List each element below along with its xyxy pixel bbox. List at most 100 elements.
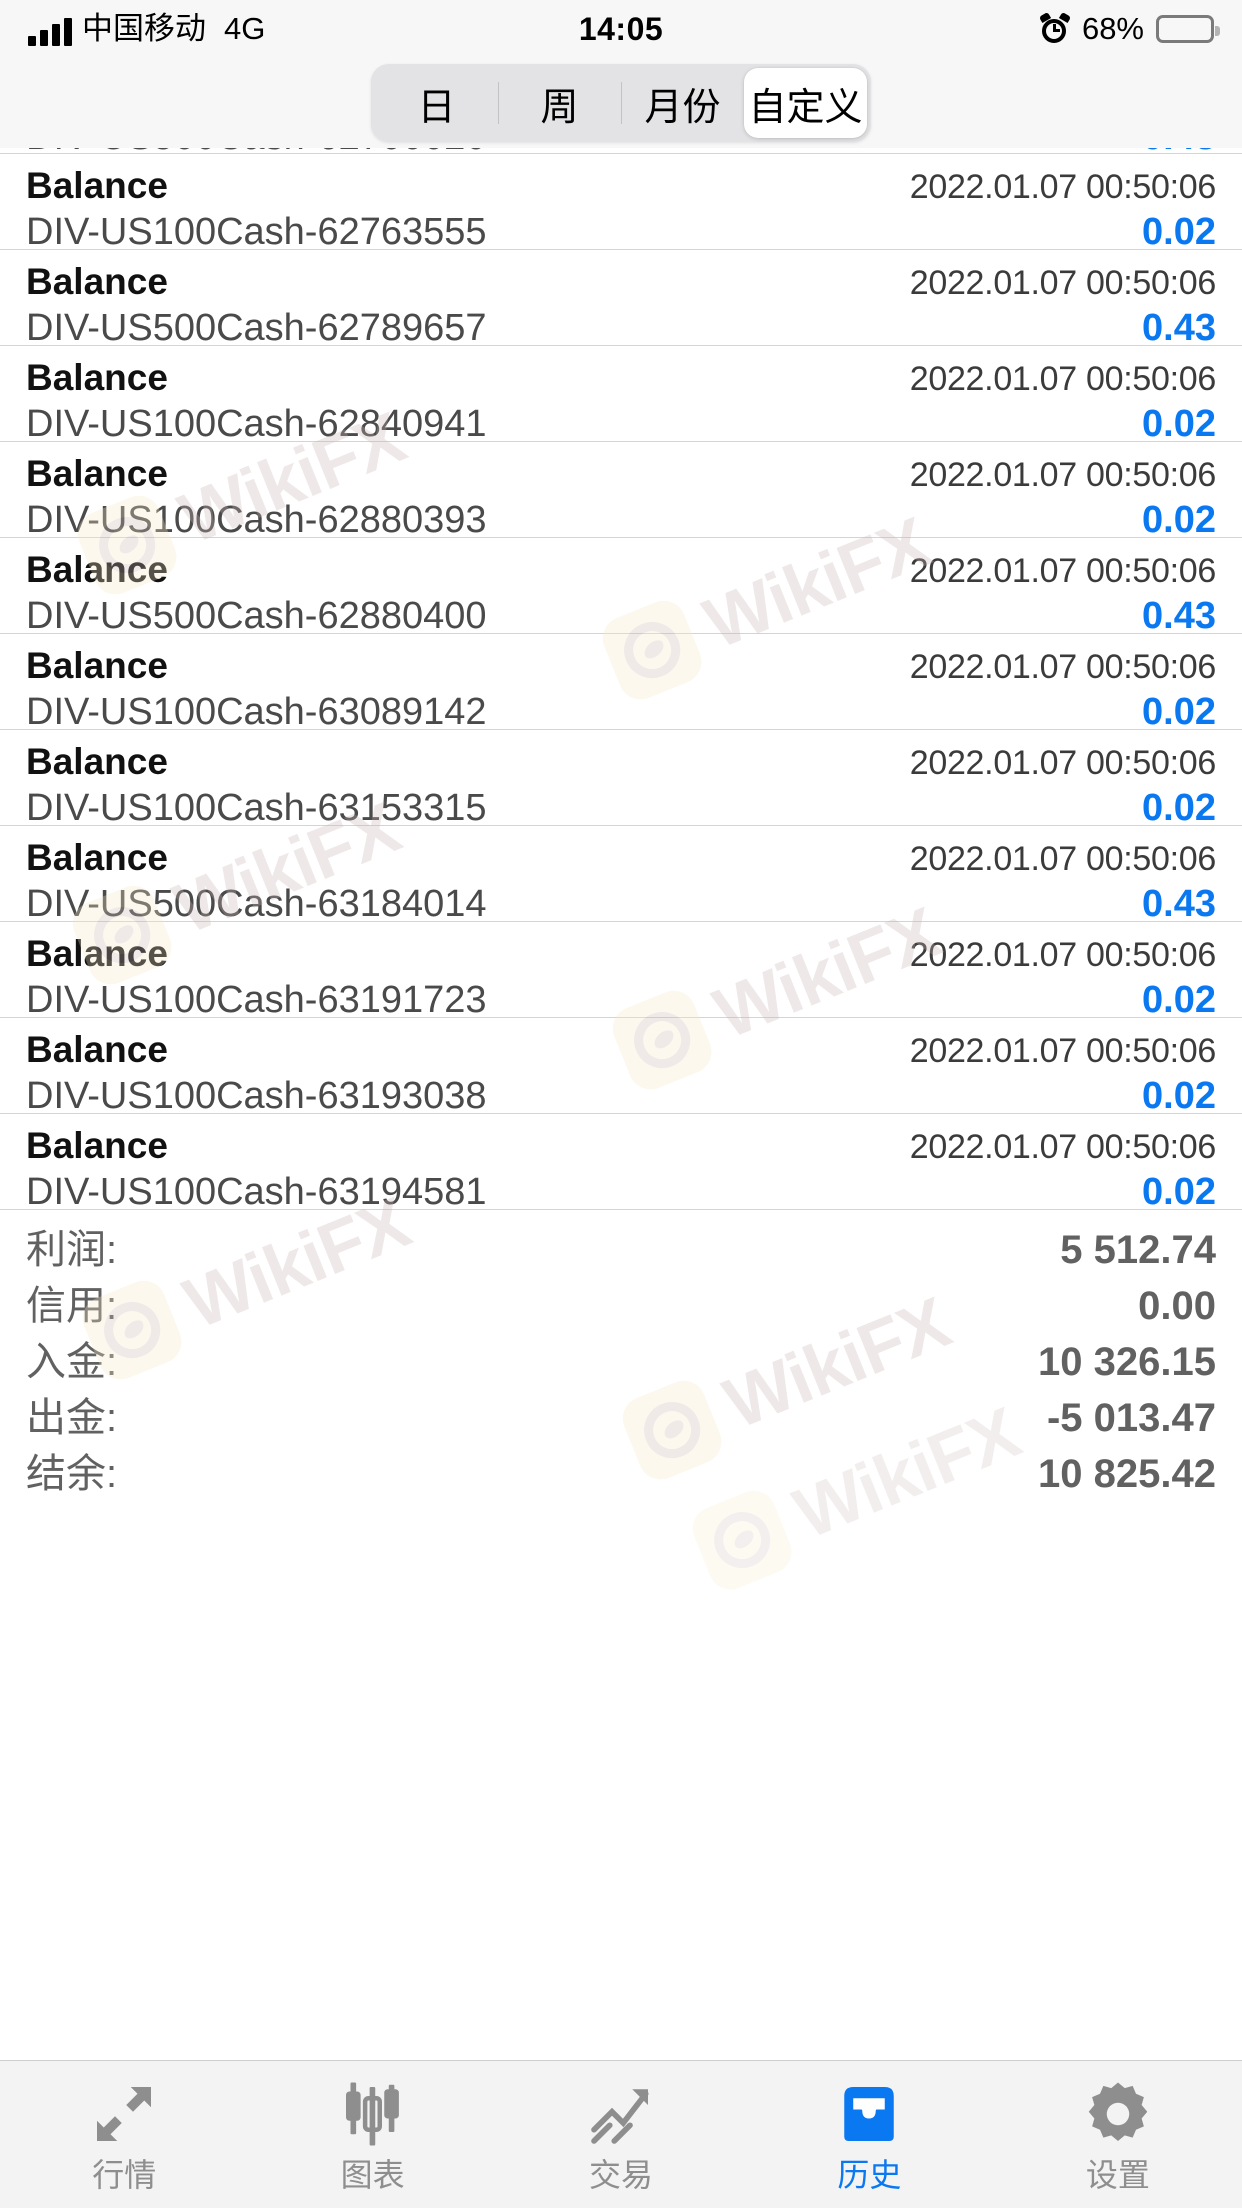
row-value: 0.02 [1142, 1171, 1216, 1213]
row-time: 2022.01.07 00:50:06 [909, 168, 1217, 206]
row-symbol: DIV-US100Cash-62880393 [26, 499, 487, 541]
row-time: 2022.01.07 00:50:06 [909, 936, 1217, 974]
row-value: 0.43 [1142, 307, 1216, 349]
table-row[interactable]: Balance 2022.01.07 00:50:06 DIV-US500Cash-… [0, 826, 1242, 925]
history-box-icon [833, 2077, 905, 2151]
row-time: 2022.01.07 00:50:06 [909, 1128, 1217, 1166]
tab-label: 行情 [92, 2156, 157, 2193]
summary-label: 结余: [26, 1452, 118, 1496]
summary-value: -5 013.47 [1046, 1396, 1216, 1440]
row-symbol: DIV-US100Cash-63191723 [26, 979, 487, 1021]
row-symbol: DIV-US100Cash-62763555 [26, 211, 487, 253]
row-value: 0.02 [1142, 691, 1216, 733]
row-type: Balance [26, 261, 168, 302]
summary-row: 出金: -5 013.47 [26, 1390, 1216, 1446]
period-option-2[interactable]: 月份 [621, 68, 744, 138]
history-list[interactable]: DIV-US500Cash-62700020 0.43 Balance2022.… [0, 58, 1242, 2060]
row-symbol: DIV-US500Cash-63184014 [26, 883, 487, 925]
row-symbol: DIV-US500Cash-62789657 [26, 307, 487, 349]
period-option-3[interactable]: 自定义 [744, 68, 867, 138]
row-value: 0.02 [1142, 211, 1216, 253]
row-type: Balance [26, 741, 168, 782]
row-type: Balance [26, 165, 168, 206]
summary-value: 0.00 [1138, 1284, 1216, 1328]
period-option-0[interactable]: 日 [375, 68, 498, 138]
table-row[interactable]: Balance 2022.01.07 00:50:06 DIV-US100Cash-… [0, 634, 1242, 733]
row-time: 2022.01.07 00:50:06 [909, 840, 1217, 878]
table-row[interactable]: Balance 2022.01.07 00:50:06 DIV-US100Cash-… [0, 1018, 1242, 1117]
period-option-label: 周 [540, 86, 579, 129]
row-type: Balance [26, 357, 168, 398]
summary-rows: 利润: 5 512.74 信用: 0.00 入金: 10 326.15 出金: -5 013.… [26, 1222, 1216, 1502]
row-value: 0.02 [1142, 1075, 1216, 1117]
summary-value: 10 326.15 [1038, 1340, 1216, 1384]
row-value: 0.02 [1142, 403, 1216, 445]
table-row[interactable]: Balance 2022.01.07 00:50:06 DIV-US100Cash-… [0, 1114, 1242, 1213]
period-filter-bar: 日 周 月份 自定义 [0, 58, 1242, 148]
tab-charts[interactable]: 图表 [248, 2077, 496, 2193]
row-time: 2022.01.07 00:50:06 [909, 360, 1217, 398]
summary-value: 10 825.42 [1038, 1452, 1216, 1496]
row-symbol: DIV-US100Cash-63153315 [26, 787, 487, 829]
candlestick-chart-icon [337, 2077, 409, 2151]
table-row[interactable]: Balance 2022.01.07 00:50:06 DIV-US500Cash-… [0, 250, 1242, 349]
status-bar: 中国移动 4G 14:05 68% [0, 0, 1242, 58]
row-time: 2022.01.07 00:50:06 [909, 456, 1217, 494]
row-value: 0.02 [1142, 499, 1216, 541]
row-time: 2022.01.07 00:50:06 [909, 744, 1217, 782]
tab-quotes[interactable]: 行情 [0, 2077, 248, 2193]
row-symbol: DIV-US100Cash-63193038 [26, 1075, 487, 1117]
summary-row: 入金: 10 326.15 [26, 1334, 1216, 1390]
status-bar-left: 中国移动 4G [28, 12, 265, 46]
battery-icon [1156, 15, 1220, 43]
period-segmented-control[interactable]: 日 周 月份 自定义 [371, 64, 871, 142]
period-option-label: 自定义 [748, 86, 863, 129]
quotes-arrows-icon [88, 2077, 160, 2151]
row-value: 0.43 [1142, 595, 1216, 637]
clock-label: 14:05 [578, 10, 664, 47]
table-row[interactable]: Balance 2022.01.07 00:50:06 DIV-US100Cash-… [0, 442, 1242, 541]
tab-label: 图表 [340, 2156, 405, 2193]
row-time: 2022.01.07 00:50:06 [909, 264, 1217, 302]
carrier-label: 中国移动 [82, 11, 206, 46]
table-row[interactable]: Balance 2022.01.07 00:50:06 DIV-US100Cash-… [0, 346, 1242, 445]
table-row[interactable]: Balance 2022.01.07 00:50:06 DIV-US500Cash-… [0, 538, 1242, 637]
table-row[interactable]: Balance 2022.01.07 00:50:06 DIV-US100Cash-… [0, 730, 1242, 829]
bottom-tab-bar: 行情 图表 [0, 2060, 1242, 2208]
row-type: Balance [26, 549, 168, 590]
row-symbol: DIV-US100Cash-62840941 [26, 403, 487, 445]
row-value: 0.02 [1142, 979, 1216, 1021]
summary-label: 利润: [26, 1228, 118, 1272]
row-type: Balance [26, 933, 168, 974]
row-time: 2022.01.07 00:50:06 [909, 552, 1217, 590]
summary-row: 利润: 5 512.74 [26, 1222, 1216, 1278]
network-type-label: 4G [224, 11, 266, 46]
row-value: 0.43 [1142, 883, 1216, 925]
battery-percent-label: 68% [1081, 11, 1144, 46]
signal-bars-icon [28, 18, 72, 46]
row-time: 2022.01.07 00:50:06 [909, 1032, 1217, 1070]
gear-icon [1082, 2077, 1154, 2151]
summary-label: 入金: [26, 1340, 118, 1384]
tab-label: 历史 [837, 2156, 902, 2193]
summary-label: 出金: [26, 1396, 118, 1440]
table-row[interactable]: Balance 2022.01.07 00:50:06 DIV-US100Cash-… [0, 154, 1242, 253]
row-type: Balance [26, 645, 168, 686]
summary-row: 信用: 0.00 [26, 1278, 1216, 1334]
trade-trend-icon [585, 2077, 657, 2151]
row-symbol: DIV-US100Cash-63194581 [26, 1171, 487, 1213]
row-symbol: DIV-US500Cash-62880400 [26, 595, 487, 637]
row-type: Balance [26, 1125, 168, 1166]
table-row[interactable]: Balance 2022.01.07 00:50:06 DIV-US100Cash-… [0, 922, 1242, 1021]
summary-value: 5 512.74 [1060, 1228, 1216, 1272]
history-rows: Balance 2022.01.07 00:50:06 DIV-US100Cash-… [0, 154, 1242, 1213]
summary-row: 结余: 10 825.42 [26, 1446, 1216, 1502]
tab-trade[interactable]: 交易 [497, 2077, 745, 2193]
period-option-label: 日 [417, 86, 456, 129]
tab-label: 交易 [589, 2156, 654, 2193]
period-option-1[interactable]: 周 [498, 68, 621, 138]
row-value: 0.02 [1142, 787, 1216, 829]
row-symbol: DIV-US100Cash-63089142 [26, 691, 487, 733]
tab-settings[interactable]: 设置 [994, 2077, 1242, 2193]
tab-history[interactable]: 历史 [745, 2077, 993, 2193]
